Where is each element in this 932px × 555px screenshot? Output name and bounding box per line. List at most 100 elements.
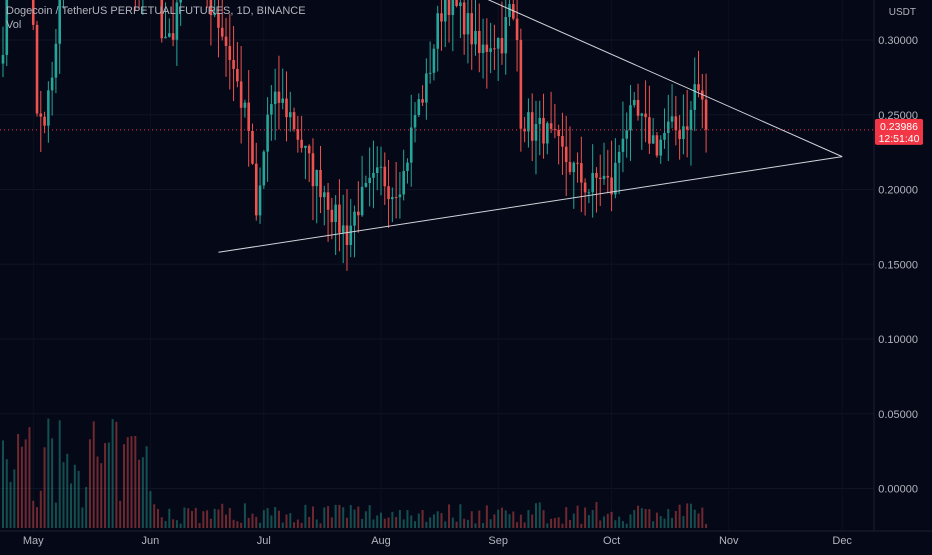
candle-body <box>345 225 349 245</box>
volume-bar <box>255 516 258 528</box>
volume-bar <box>122 444 125 528</box>
volume-bar <box>421 510 424 528</box>
volume-bar <box>138 459 141 528</box>
candles <box>1 0 708 271</box>
volume-bar <box>187 508 190 528</box>
candle-body <box>296 129 300 140</box>
candle-body <box>164 36 167 39</box>
volume-bar <box>236 521 239 528</box>
candle-body <box>262 151 266 186</box>
candle-body <box>621 138 625 152</box>
candle-body <box>277 91 281 103</box>
gridlines <box>0 0 874 531</box>
candle-body <box>179 0 182 3</box>
price-tick-label: 0.20000 <box>878 185 918 197</box>
candle-body <box>572 162 576 173</box>
volume-bar <box>88 439 91 528</box>
candle-body <box>576 162 579 164</box>
candle-body <box>704 99 708 130</box>
volume-bar <box>485 505 488 528</box>
candle-body <box>387 186 390 200</box>
candle-body <box>515 18 519 41</box>
candle-body <box>266 114 269 152</box>
candle-body <box>651 135 655 144</box>
volume-bar <box>519 514 522 528</box>
candle-body <box>379 166 383 168</box>
volume-bar <box>451 517 454 528</box>
volume-bar <box>629 514 632 528</box>
volume-bar <box>217 509 220 528</box>
candle-body <box>617 151 621 163</box>
volume-bar <box>576 505 579 528</box>
volume-bar <box>149 491 152 528</box>
candle-body <box>436 13 439 49</box>
price-tick-label: 0.30000 <box>878 35 918 47</box>
candle-body <box>682 126 685 140</box>
candle-body <box>417 99 421 116</box>
volume-bar <box>36 507 39 528</box>
candle-body <box>171 33 175 40</box>
volume-bar <box>482 522 485 528</box>
volume-bar <box>338 504 341 528</box>
volume-bar <box>391 511 394 528</box>
candle-body <box>595 172 598 178</box>
volume-bar <box>557 517 560 528</box>
volume-bar <box>587 515 590 528</box>
volume-bar <box>20 446 23 528</box>
volume-bar <box>618 516 621 528</box>
volume-bar <box>448 504 451 528</box>
candle-body <box>466 13 470 35</box>
volume-bar <box>17 433 20 528</box>
candle-body <box>319 169 322 198</box>
volume-bar <box>606 513 609 528</box>
volume-bar <box>542 510 545 528</box>
volume-bar <box>523 522 526 528</box>
time-tick-label: Nov <box>719 535 739 547</box>
volume-bar <box>202 511 205 528</box>
volume-bar <box>160 517 163 528</box>
volume-bar <box>572 513 575 528</box>
candle-body <box>364 182 368 187</box>
volume-bar <box>531 514 534 528</box>
price-tick-label: 0.00000 <box>878 484 918 496</box>
candle-body <box>247 102 250 131</box>
volume-bar <box>179 523 182 528</box>
candle-body <box>674 116 678 131</box>
volume-bar <box>565 507 568 528</box>
volume-bar <box>516 522 519 528</box>
volume-bar <box>243 503 246 528</box>
candle-body <box>285 98 288 118</box>
volume-bar <box>603 516 606 528</box>
candle-body <box>500 38 504 54</box>
candle-body <box>353 211 356 226</box>
candle-body <box>31 0 35 25</box>
trendline <box>218 156 843 253</box>
candle-body <box>587 192 591 194</box>
candle-body <box>224 36 228 47</box>
volume-bar <box>599 520 602 528</box>
candle-body <box>598 177 602 179</box>
volume-bar <box>107 442 110 528</box>
volume-bar <box>9 481 12 528</box>
volume-bar <box>474 523 477 528</box>
candle-body <box>693 84 697 110</box>
candle-body <box>519 40 523 129</box>
candle-body <box>239 81 243 108</box>
candle-body <box>640 113 644 116</box>
candle-body <box>413 115 417 128</box>
volume-bar <box>111 419 114 528</box>
candle-body <box>160 0 164 39</box>
volume-bar <box>266 507 269 528</box>
candle-body <box>685 126 689 130</box>
candle-body <box>220 27 224 37</box>
volume-bar <box>213 508 216 528</box>
volume-bar <box>546 523 549 528</box>
candle-body <box>409 127 413 163</box>
volume-bar <box>463 518 466 528</box>
candle-body <box>481 44 485 53</box>
candle-body <box>666 121 670 133</box>
volume-bar <box>104 443 107 528</box>
